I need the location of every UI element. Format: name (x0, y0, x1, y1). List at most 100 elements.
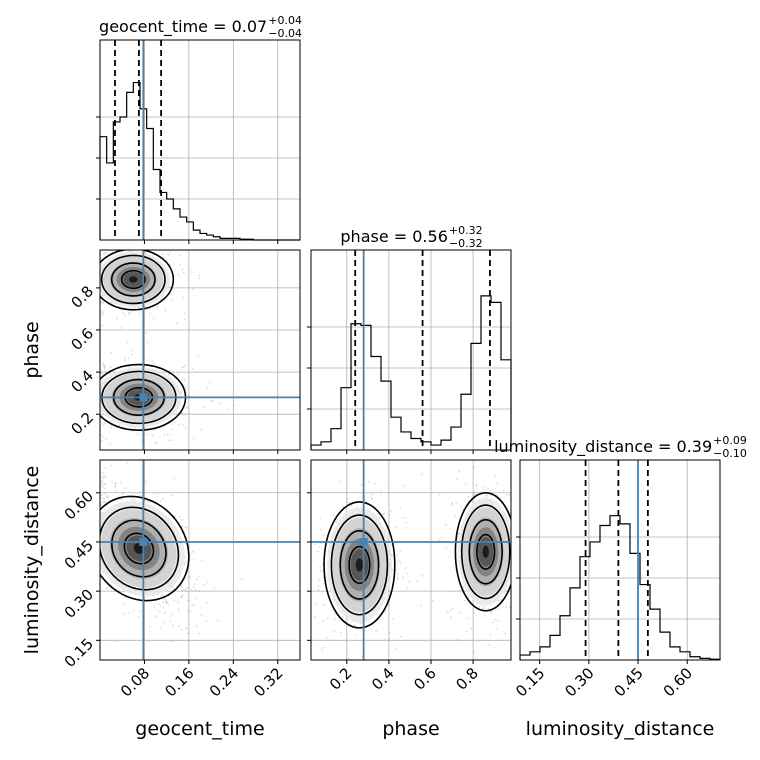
sample-point (350, 504, 353, 507)
sample-point (100, 502, 103, 505)
sample-point (390, 544, 393, 547)
sample-point (102, 471, 105, 474)
sample-point (164, 612, 166, 614)
sample-point (203, 584, 206, 586)
sample-point (194, 589, 197, 592)
sample-point (405, 516, 407, 519)
sample-point (105, 587, 108, 590)
sample-point (185, 586, 188, 589)
sample-point (307, 565, 309, 567)
sample-point (371, 497, 374, 500)
sample-point (186, 526, 189, 529)
sample-point (397, 578, 400, 581)
x-tick-label: 0.4 (368, 664, 398, 694)
sample-point (319, 570, 322, 572)
sample-point (181, 586, 183, 589)
sample-point (193, 391, 196, 393)
contour-line (120, 269, 146, 290)
sample-point (102, 362, 104, 364)
sample-point (459, 611, 462, 614)
sample-point (177, 601, 180, 604)
sample-point (171, 494, 174, 497)
contour-line (100, 254, 166, 305)
sample-point (322, 534, 325, 537)
sample-point (402, 484, 405, 487)
sample-point (110, 351, 113, 354)
sample-point (169, 250, 172, 253)
sample-point (327, 617, 329, 619)
sample-point (462, 508, 465, 511)
sample-point (489, 489, 492, 492)
contour-line (100, 495, 190, 602)
sample-point (495, 628, 498, 631)
sample-point (162, 594, 164, 597)
sample-point (152, 434, 154, 437)
sample-point (319, 566, 321, 569)
sample-point (180, 596, 183, 599)
sample-point (162, 497, 164, 500)
sample-point (342, 505, 344, 508)
sample-point (104, 487, 106, 490)
sample-point (181, 518, 184, 521)
title-upper: +0.32 (449, 224, 483, 237)
sample-point (130, 311, 132, 314)
axes-frame (99, 39, 301, 241)
sample-point (318, 578, 321, 581)
x-tick-label: 0.30 (561, 664, 597, 700)
sample-point (181, 594, 184, 597)
sample-point (183, 379, 186, 382)
sample-point (148, 500, 151, 503)
sample-point (110, 426, 113, 429)
sample-point (347, 657, 350, 660)
title-lower: −0.10 (713, 447, 747, 460)
sample-point (482, 605, 485, 608)
sample-point (168, 285, 171, 288)
sample-point (104, 483, 107, 485)
contour-line (100, 506, 180, 591)
sample-point (321, 563, 324, 566)
sample-point (316, 584, 319, 587)
sample-point (323, 603, 326, 606)
sample-point (124, 359, 126, 362)
sample-point (200, 428, 203, 431)
plot-area (100, 460, 300, 660)
sample-point (512, 557, 514, 559)
sample-point (487, 487, 489, 490)
sample-point (189, 576, 192, 578)
sample-point (399, 506, 402, 509)
sample-point (183, 318, 186, 321)
sample-point (186, 609, 189, 612)
panel-title-luminosity_distance: luminosity_distance = 0.39 +0.09−0.10 (494, 434, 747, 460)
sample-point (170, 428, 173, 431)
sample-point (179, 264, 182, 267)
sample-point (107, 495, 110, 498)
sample-point (170, 640, 173, 643)
sample-point (476, 483, 479, 486)
sample-point (197, 575, 200, 578)
sample-point (504, 592, 506, 595)
x-tick-label: 0.45 (611, 664, 647, 700)
sample-point (473, 650, 476, 653)
sample-point (218, 402, 221, 405)
sample-point (100, 314, 103, 317)
title-upper: +0.04 (268, 14, 302, 27)
scatter-geocent_time-vs-luminosity_distance: 0.08 0.16 0.24 0.32 0.15 0.30 0.45 0.60 (61, 459, 301, 700)
sample-point (457, 533, 460, 535)
sample-point (388, 637, 391, 640)
x-tick-label: 0.2 (326, 664, 356, 694)
sample-point (335, 520, 338, 523)
x-tick-label: 0.15 (512, 664, 548, 700)
sample-point (104, 245, 106, 247)
sample-point (185, 560, 188, 563)
sample-point (175, 322, 178, 325)
sample-point (157, 603, 160, 606)
sample-point (169, 369, 171, 372)
sample-point (101, 480, 104, 483)
sample-point (146, 341, 149, 344)
sample-point (210, 399, 213, 402)
sample-point (172, 587, 175, 590)
sample-point (326, 637, 328, 639)
x-tick-label: 0.24 (206, 664, 242, 700)
sample-point (159, 499, 162, 502)
sample-point (171, 439, 174, 442)
